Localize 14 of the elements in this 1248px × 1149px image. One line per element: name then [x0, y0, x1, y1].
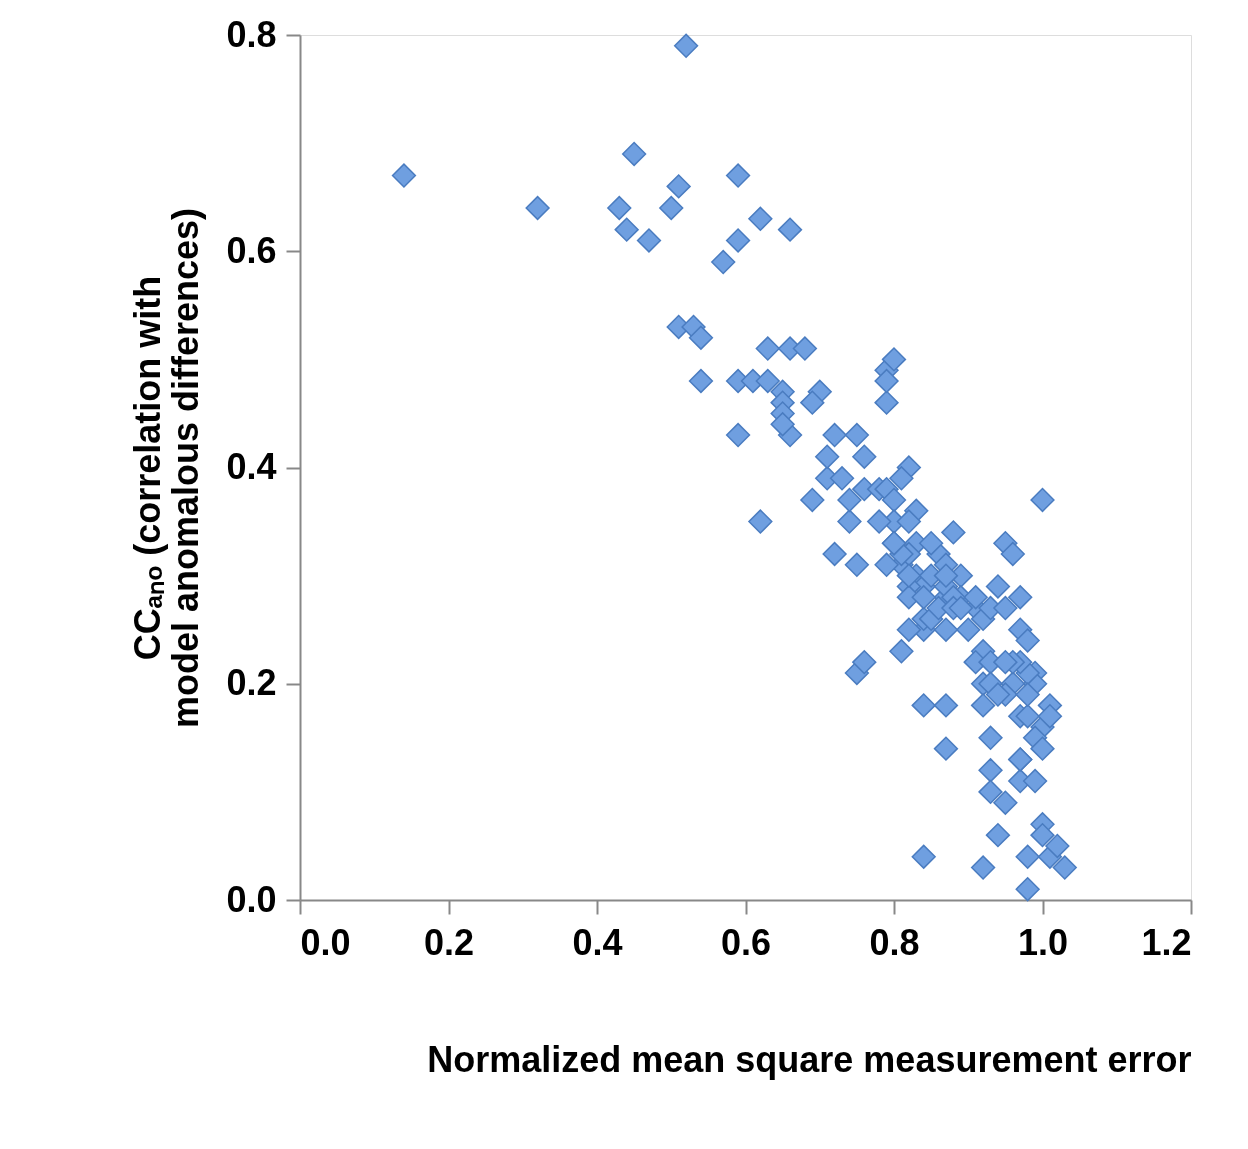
x-tick-label: 1.2 [1141, 921, 1192, 963]
y-tick-label: 0.6 [226, 229, 277, 271]
x-tick-label: 0.4 [572, 921, 623, 963]
y-tick-label: 0.4 [226, 446, 277, 487]
y-tick-label: 0.2 [226, 662, 277, 704]
x-tick-label: 0.2 [423, 921, 475, 963]
y-tick-label: 0.8 [226, 13, 277, 55]
x-tick-label: 0.0 [300, 921, 351, 963]
x-tick-label: 1.0 [1017, 921, 1069, 963]
x-tick-label: 0.6 [720, 921, 772, 963]
y-tick-label: 0.0 [226, 878, 277, 920]
x-axis-title: Normalized mean square measurement error [427, 1038, 1192, 1080]
y-axis-title: CCₐₙₒ (correlation with model anomalous differences) [127, 207, 207, 729]
x-tick-label: 0.8 [869, 921, 920, 963]
